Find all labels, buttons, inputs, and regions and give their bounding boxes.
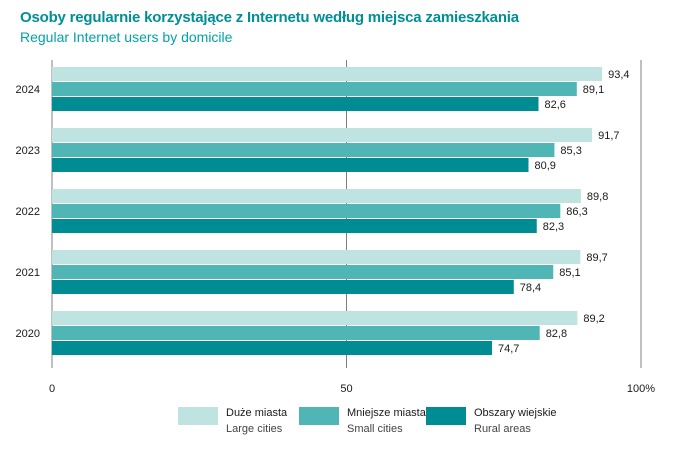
bar xyxy=(52,265,554,279)
x-tick-label: 0 xyxy=(49,383,55,395)
y-category-label: 2020 xyxy=(16,328,40,340)
bar-chart: 0 50 100% 93,4 89,1 82,6 2024 91,7 85,3 80,9 2023 8… xyxy=(16,60,655,395)
bar xyxy=(52,219,537,233)
data-label: 91,7 xyxy=(598,130,619,142)
data-label: 86,3 xyxy=(566,206,587,218)
data-label: 89,7 xyxy=(586,252,607,264)
data-label: 82,3 xyxy=(543,221,564,233)
legend-label-pl: Mniejsze miasta xyxy=(347,407,426,419)
bar xyxy=(52,204,561,218)
data-label: 89,2 xyxy=(583,313,604,325)
legend-label-en: Rural areas xyxy=(474,423,531,435)
data-label: 85,1 xyxy=(559,267,580,279)
y-category-label: 2022 xyxy=(16,206,40,218)
data-label: 78,4 xyxy=(520,282,541,294)
data-label: 74,7 xyxy=(498,343,519,355)
chart-title: Osoby regularnie korzystające z Internet… xyxy=(20,9,519,26)
legend-swatch-large xyxy=(178,407,218,425)
legend-label-pl: Duże miasta xyxy=(226,407,288,419)
bar xyxy=(52,128,593,142)
data-label: 89,1 xyxy=(583,84,604,96)
bar xyxy=(52,82,577,96)
x-tick-label: 100% xyxy=(627,383,655,395)
bar xyxy=(52,143,555,157)
legend-swatch-rural xyxy=(426,407,466,425)
y-category-label: 2023 xyxy=(16,145,40,157)
legend-label-en: Small cities xyxy=(347,423,403,435)
x-tick-label: 50 xyxy=(340,383,352,395)
chart-subtitle: Regular Internet users by domicile xyxy=(20,29,233,45)
bar xyxy=(52,189,581,203)
bar xyxy=(52,250,581,264)
data-label: 82,8 xyxy=(546,328,567,340)
data-label: 85,3 xyxy=(560,145,581,157)
bar xyxy=(52,341,492,355)
y-category-label: 2021 xyxy=(16,267,40,279)
legend: Duże miasta Large cities Mniejsze miasta… xyxy=(0,405,690,445)
bar xyxy=(52,311,578,325)
data-label: 93,4 xyxy=(608,69,629,81)
bar xyxy=(52,158,529,172)
legend-label-en: Large cities xyxy=(226,423,283,435)
data-label: 82,6 xyxy=(545,99,566,111)
bar xyxy=(52,67,603,81)
bar xyxy=(52,280,514,294)
y-category-label: 2024 xyxy=(16,84,40,96)
bar xyxy=(52,97,539,111)
legend-swatch-small xyxy=(299,407,339,425)
data-label: 80,9 xyxy=(535,160,556,172)
bar xyxy=(52,326,540,340)
legend-label-pl: Obszary wiejskie xyxy=(474,407,557,419)
data-label: 89,8 xyxy=(587,191,608,203)
